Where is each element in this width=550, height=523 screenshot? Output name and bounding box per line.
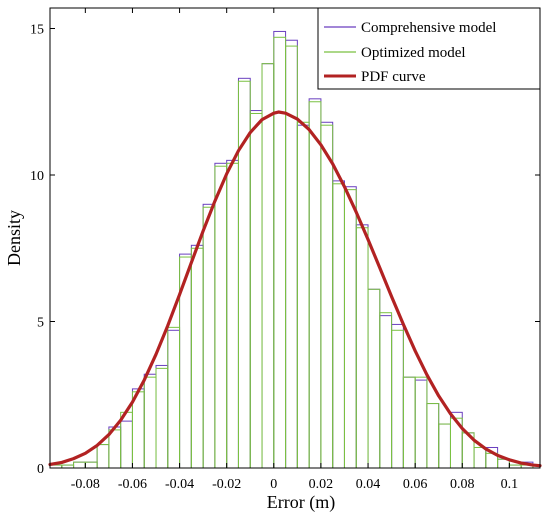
optimized-bar [143, 376, 157, 469]
optimized-bar [214, 165, 228, 469]
optimized-bar [426, 403, 440, 469]
comprehensive-bar [261, 63, 275, 469]
x-tick-label: 0.02 [309, 477, 334, 492]
x-tick-label: -0.02 [212, 477, 241, 492]
optimized-bar [308, 101, 322, 469]
y-tick-label: 0 [37, 462, 44, 477]
optimized-bar [332, 183, 345, 469]
comprehensive-bar [438, 423, 451, 469]
optimized-bar [285, 45, 298, 469]
optimized-bar [108, 429, 122, 469]
comprehensive-bar [190, 244, 204, 469]
bars-layer [49, 30, 534, 469]
comprehensive-bar [96, 444, 110, 469]
optimized-bar [320, 124, 334, 469]
optimized-bar [473, 446, 487, 469]
ticks-layer: -0.08 -0.06 -0.04 -0.02 0 0.02 0.04 0.06 0.08 0.1… [30, 8, 540, 492]
comprehensive-bar [214, 162, 228, 469]
optimized-bar [261, 63, 275, 469]
optimized-bar [355, 227, 369, 469]
x-tick-label: 0.04 [356, 477, 381, 492]
optimized-bar [402, 376, 416, 469]
comprehensive-bar [391, 323, 404, 469]
comprehensive-bar [120, 420, 133, 469]
optimized-bar [391, 329, 404, 469]
optimized-bar [414, 376, 428, 469]
comprehensive-bar [202, 203, 216, 469]
x-axis-label: Error (m) [267, 492, 335, 513]
y-axis-label: Density [4, 210, 24, 266]
optimized-bar [84, 461, 98, 469]
optimized-bar [202, 206, 216, 469]
optimized-bar [96, 444, 110, 469]
comprehensive-bar [249, 110, 263, 469]
comprehensive-bar [226, 159, 239, 469]
comprehensive-bar [367, 288, 381, 469]
legend-label-optimized: Optimized model [361, 45, 466, 61]
comprehensive-bar [402, 376, 416, 469]
legend-label-comprehensive: Comprehensive model [361, 20, 496, 36]
comprehensive-bar [285, 39, 298, 469]
optimized-bar [73, 461, 86, 469]
y-tick-label: 10 [30, 169, 44, 184]
optimized-bar [273, 36, 287, 469]
comprehensive-bar [473, 446, 487, 469]
optimized-bar [367, 288, 381, 469]
legend: Comprehensive model Optimized model PDF … [317, 7, 541, 90]
x-tick-label: 0.1 [501, 477, 519, 492]
y-tick-label: 15 [30, 23, 44, 38]
comprehensive-bar [332, 180, 345, 469]
optimized-bar [155, 367, 169, 469]
comprehensive-bar [73, 461, 86, 469]
x-tick-label: -0.06 [118, 477, 147, 492]
comprehensive-bar [379, 315, 393, 469]
x-tick-label: 0.08 [450, 477, 475, 492]
comprehensive-bar [167, 329, 181, 469]
curve-layer [48, 110, 542, 468]
optimized-bar [131, 391, 145, 469]
x-tick-label: 0.06 [403, 477, 428, 492]
optimized-bar [438, 423, 451, 469]
comprehensive-bar [143, 373, 157, 469]
comprehensive-bar [414, 379, 428, 469]
optimized-bar [379, 312, 393, 469]
pdf-curve-line [48, 110, 542, 468]
x-tick-label: -0.08 [71, 477, 100, 492]
x-tick-label: -0.04 [165, 477, 194, 492]
y-tick-label: 5 [37, 316, 44, 331]
legend-label-pdf: PDF curve [361, 69, 426, 85]
comprehensive-bar [343, 186, 357, 469]
comprehensive-bar [296, 124, 310, 469]
comprehensive-bar [355, 224, 369, 469]
optimized-bar [249, 112, 263, 469]
optimized-bar [190, 247, 204, 469]
comprehensive-bar [426, 403, 440, 469]
comprehensive-bar [308, 98, 322, 469]
comprehensive-bar [84, 461, 98, 469]
optimized-bar [226, 162, 239, 469]
x-tick-label: 0 [270, 477, 277, 492]
optimized-bar [343, 189, 357, 469]
comprehensive-bar [320, 121, 334, 469]
optimized-bar [167, 326, 181, 469]
comprehensive-bar [273, 30, 287, 469]
plot-frame [49, 7, 541, 469]
optimized-bar [296, 121, 310, 469]
comprehensive-bar [155, 364, 169, 469]
